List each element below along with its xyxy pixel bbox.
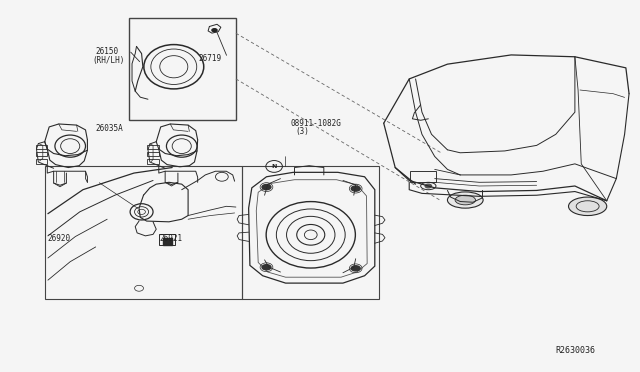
Text: N: N <box>271 164 277 169</box>
Circle shape <box>212 29 217 32</box>
Bar <box>36 152 47 157</box>
Circle shape <box>262 264 271 270</box>
Text: (RH/LH): (RH/LH) <box>93 56 125 65</box>
Text: R2630036: R2630036 <box>556 346 596 355</box>
Bar <box>147 145 159 149</box>
Text: 26921: 26921 <box>159 234 182 243</box>
Bar <box>147 152 159 157</box>
Ellipse shape <box>568 197 607 215</box>
Bar <box>410 171 436 182</box>
Text: 08911-1082G: 08911-1082G <box>290 119 341 128</box>
Text: (3): (3) <box>296 127 310 136</box>
Text: 26035A: 26035A <box>96 124 124 133</box>
Bar <box>36 160 47 164</box>
Text: 26719: 26719 <box>199 54 222 63</box>
Bar <box>159 234 175 245</box>
Ellipse shape <box>455 195 476 205</box>
Circle shape <box>351 186 360 191</box>
Text: 26150: 26150 <box>96 47 119 56</box>
Circle shape <box>351 266 360 271</box>
Ellipse shape <box>447 192 483 208</box>
Bar <box>147 160 159 164</box>
Bar <box>129 18 236 119</box>
Bar <box>45 166 243 299</box>
Bar <box>36 145 47 149</box>
Bar <box>243 166 380 299</box>
Circle shape <box>425 184 431 188</box>
Text: 26920: 26920 <box>47 234 70 243</box>
Circle shape <box>262 185 271 190</box>
